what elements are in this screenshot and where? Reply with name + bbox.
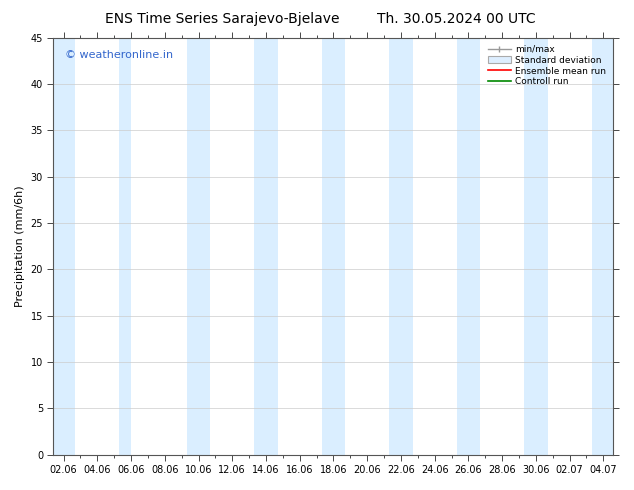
Text: © weatheronline.in: © weatheronline.in — [65, 50, 173, 60]
Bar — [456, 38, 469, 455]
Legend: min/max, Standard deviation, Ensemble mean run, Controll run: min/max, Standard deviation, Ensemble me… — [486, 42, 609, 89]
Bar — [321, 38, 333, 455]
Y-axis label: Precipitation (mm/6h): Precipitation (mm/6h) — [15, 185, 25, 307]
Text: ENS Time Series Sarajevo-Bjelave: ENS Time Series Sarajevo-Bjelave — [105, 12, 339, 26]
Text: Th. 30.05.2024 00 UTC: Th. 30.05.2024 00 UTC — [377, 12, 536, 26]
Bar — [53, 38, 75, 455]
Bar — [254, 38, 266, 455]
Bar — [198, 38, 210, 455]
Bar — [524, 38, 536, 455]
Bar — [604, 38, 620, 455]
Bar — [187, 38, 198, 455]
Bar — [469, 38, 480, 455]
Bar — [536, 38, 548, 455]
Bar — [266, 38, 278, 455]
Bar — [401, 38, 413, 455]
Bar — [119, 38, 131, 455]
Bar — [592, 38, 604, 455]
Bar — [333, 38, 346, 455]
Bar — [389, 38, 401, 455]
